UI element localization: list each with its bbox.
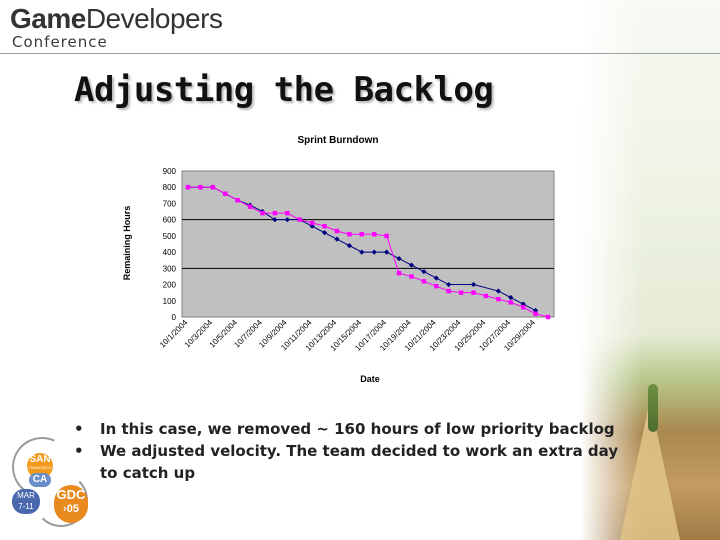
y-tick-label: 900: [163, 167, 177, 176]
data-point: [309, 220, 315, 226]
data-point: [471, 290, 476, 295]
logo-wordmark: GameDevelopers: [10, 3, 223, 34]
data-point: [483, 293, 489, 299]
data-point: [185, 185, 191, 190]
gdc-logo: GameDevelopers Conference: [10, 3, 223, 51]
y-tick-label: 200: [163, 281, 177, 290]
y-tick-label: 0: [172, 313, 177, 322]
data-point: [421, 279, 427, 284]
data-point: [508, 300, 513, 305]
data-point: [396, 271, 402, 276]
data-point: [495, 288, 501, 294]
data-point: [210, 185, 216, 190]
data-point: [508, 294, 514, 301]
data-point: [334, 228, 340, 234]
data-point: [359, 249, 365, 255]
y-tick-label: 600: [163, 216, 177, 225]
bullet-glyph: •: [74, 420, 84, 438]
data-point: [545, 314, 551, 320]
data-point: [272, 217, 278, 223]
data-point: [334, 236, 340, 242]
data-point: [347, 232, 352, 237]
data-point: [409, 274, 414, 279]
data-point: [260, 210, 265, 216]
y-tick-label: 500: [163, 232, 177, 241]
logo-developers-text: Developers: [85, 3, 223, 34]
y-tick-label: 700: [163, 199, 177, 208]
y-tick-label: 400: [163, 248, 177, 257]
data-point: [272, 210, 278, 216]
badge-month: MAR: [17, 491, 35, 500]
data-point: [359, 232, 364, 237]
data-point: [533, 311, 538, 316]
data-point: [470, 281, 477, 288]
slide-title: Adjusting the Backlog: [74, 70, 494, 110]
plot-area: [181, 170, 555, 318]
tree-image: [648, 384, 658, 432]
data-point: [458, 290, 464, 295]
data-point: [384, 249, 390, 255]
data-point: [223, 191, 228, 196]
badge-days: 7-11: [18, 502, 34, 511]
logo-conference-text: Conference: [12, 33, 108, 51]
bullet-glyph: •: [74, 442, 84, 460]
bullet-text: We adjusted velocity. The team decided t…: [100, 442, 619, 482]
y-axis-label: Remaining Hours: [122, 206, 132, 281]
y-tick-label: 300: [163, 264, 177, 273]
logo-game-text: Game: [10, 3, 86, 34]
badge-dates: MAR 7-11: [12, 489, 40, 514]
badge-city-text: SAN: [29, 454, 51, 465]
data-point: [297, 217, 302, 222]
landscape-decoration: [580, 0, 720, 540]
data-point: [408, 262, 415, 268]
badge-state: CA: [29, 473, 51, 487]
bullet-text: In this case, we removed ~ 160 hours of …: [100, 420, 615, 438]
bullet-list: • In this case, we removed ~ 160 hours of…: [74, 418, 634, 484]
chart-title: Sprint Burndown: [297, 135, 378, 146]
data-point: [520, 301, 526, 307]
data-point: [496, 296, 501, 302]
bullet-item: • We adjusted velocity. The team decided …: [74, 440, 634, 484]
header-divider: [0, 53, 720, 54]
burndown-chart: Sprint Burndown Remaining Hours Date 0 10…: [122, 135, 555, 384]
data-point: [384, 233, 389, 239]
data-point: [346, 243, 352, 249]
data-point: [446, 288, 451, 294]
data-point: [372, 232, 377, 237]
data-point: [371, 249, 377, 255]
data-point: [247, 204, 253, 209]
badge-city-sub: FRANCISCO: [28, 465, 52, 470]
gdc05-badge: SAN FRANCISCO CA MAR 7-11 GDC ›05: [3, 428, 100, 532]
x-axis-label: Date: [360, 374, 380, 384]
data-point: [446, 281, 452, 288]
data-point: [520, 305, 526, 310]
badge-brand: GDC ›05: [54, 485, 88, 523]
data-point: [285, 210, 290, 216]
y-tick-label: 100: [163, 297, 177, 306]
bullet-item: • In this case, we removed ~ 160 hours of…: [74, 418, 634, 440]
badge-brand-text: GDC: [56, 487, 86, 502]
y-tick-label: 800: [163, 183, 177, 192]
data-point: [235, 198, 240, 203]
data-point: [434, 283, 439, 289]
data-point: [532, 307, 539, 314]
data-point: [198, 185, 203, 190]
badge-year: ›05: [63, 503, 79, 515]
data-point: [322, 223, 327, 229]
